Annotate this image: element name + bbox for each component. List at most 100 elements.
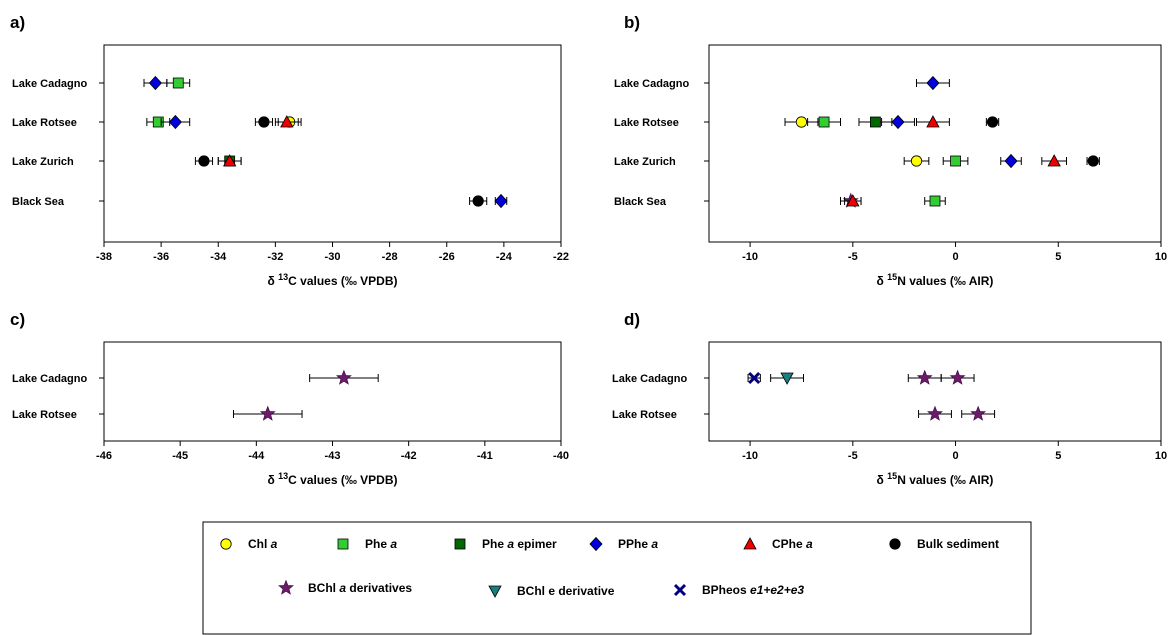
legend-label: Chl a [248, 537, 278, 551]
axis-label-part: δ [268, 473, 279, 487]
data-point-bchle [770, 372, 805, 385]
legend: Chl a Phe a Phe a epimer PPhe a CPhe a Bulk s… [202, 521, 1032, 635]
legend-marker [220, 538, 232, 550]
category-label: Black Sea [614, 196, 667, 208]
x-axis-label: δ 13C values (‰ VPDB) [268, 272, 398, 288]
data-point-bchla [961, 405, 996, 421]
marker-triangle [926, 115, 940, 128]
data-point-cphea [274, 115, 299, 128]
marker-diamond [494, 193, 508, 209]
x-tick-label: 10 [1155, 450, 1167, 462]
category-label: Lake Cadagno [614, 78, 689, 90]
x-tick-label: -38 [96, 251, 112, 263]
category-label: Lake Rotsee [612, 409, 677, 421]
data-point-pphea [494, 193, 508, 209]
category-label: Black Sea [12, 196, 65, 208]
chart-panel-c: c) -46 -45 -44 -43 -42 -41 -40 Lake Cadagno Lake … [10, 310, 569, 487]
x-tick-label: -10 [742, 251, 758, 263]
legend-label-part: epimer [514, 537, 557, 551]
plot-frame [103, 44, 562, 243]
marker-star [335, 369, 352, 385]
marker-diamond [1004, 153, 1018, 169]
x-tick-label: -24 [496, 251, 513, 263]
legend-label: PPhe a [618, 537, 658, 551]
legend-marker [673, 583, 687, 597]
axis-label-part: 13 [278, 471, 288, 481]
x-tick-label: -22 [553, 251, 569, 263]
marker-triangle-down [780, 372, 794, 385]
x-tick-label: -30 [325, 251, 341, 263]
data-point-bpheos [747, 371, 761, 385]
axis-label-part: 15 [887, 471, 897, 481]
data-point-bchla [309, 369, 379, 385]
legend-label-part: CPhe [772, 537, 806, 551]
data-point-bulk [194, 155, 214, 167]
legend-label-part: BChl e derivative [517, 584, 615, 598]
legend-label-part: e1+e2+e3 [750, 583, 804, 597]
legend-marker [589, 536, 603, 552]
x-axis-label: δ 15N values (‰ AIR) [877, 471, 994, 487]
axis-label-part: δ [877, 274, 888, 288]
marker-circle [198, 155, 210, 167]
x-tick-label: 5 [1055, 450, 1061, 462]
chart-panel-b: b) -10 -5 0 5 10 Lake Cadagno Lake Rotsee Lake Z… [614, 13, 1167, 288]
marker-diamond [148, 75, 162, 91]
legend-label: BChl e derivative [517, 584, 615, 598]
legend-item-bpheos: BPheos e1+e2+e3 [673, 583, 804, 597]
legend-label-part: a [507, 537, 514, 551]
legend-label-part: Phe [365, 537, 390, 551]
panel-title: a) [10, 13, 25, 32]
x-tick-label: -26 [439, 251, 455, 263]
x-tick-label: -36 [153, 251, 169, 263]
axis-label-part: δ [268, 274, 279, 288]
x-tick-label: -10 [742, 450, 758, 462]
chart-panel-d: d) -10 -5 0 5 10 Lake Cadagno Lake Rotsee δ 15N … [612, 310, 1167, 487]
data-point-cphea [217, 154, 242, 167]
axis-label-part: 13 [278, 272, 288, 282]
data-point-bchla [940, 369, 975, 385]
marker-circle [1087, 155, 1099, 167]
legend-marker [454, 538, 466, 550]
legend-label-part: Bulk sediment [917, 537, 999, 551]
legend-label-part: a [271, 537, 278, 551]
legend-item-bulk: Bulk sediment [889, 537, 999, 551]
axis-label-part: N values (‰ AIR) [897, 274, 993, 288]
data-point-pphea [916, 75, 950, 91]
x-tick-label: -41 [477, 450, 493, 462]
marker-triangle [1047, 154, 1061, 167]
marker-diamond [168, 114, 182, 130]
data-point-pphea [1000, 153, 1022, 169]
marker-square [172, 77, 184, 89]
data-point-pphea [160, 114, 191, 130]
data-point-bulk [1086, 155, 1100, 167]
marker-square [950, 155, 961, 167]
legend-label-part: a [651, 537, 658, 551]
data-point-bchla [232, 405, 303, 421]
data-point-pphea [881, 114, 915, 130]
category-label: Lake Cadagno [612, 373, 687, 385]
data-point-cphea [844, 194, 862, 207]
data-point-phea [924, 195, 946, 207]
panel-title: d) [624, 310, 640, 329]
x-tick-label: -44 [248, 450, 265, 462]
marker-triangle [280, 115, 294, 128]
legend-marker [337, 538, 349, 550]
marker-star [927, 405, 943, 421]
marker-square [870, 116, 881, 128]
axis-label-part: C values (‰ VPDB) [288, 473, 397, 487]
x-tick-label: 0 [952, 450, 958, 462]
marker-stroke [748, 371, 761, 385]
category-label: Lake Cadagno [12, 373, 87, 385]
marker-star [916, 369, 933, 385]
legend-item-pphea: PPhe a [589, 536, 658, 552]
data-point-phea [942, 155, 969, 167]
x-tick-label: -40 [553, 450, 569, 462]
category-label: Lake Zurich [614, 156, 676, 168]
marker-circle [472, 195, 484, 207]
x-tick-label: -45 [172, 450, 188, 462]
axis-label-part: 15 [887, 272, 897, 282]
category-label: Lake Rotsee [614, 117, 679, 129]
x-tick-label: -5 [848, 251, 858, 263]
marker-square [818, 116, 830, 128]
